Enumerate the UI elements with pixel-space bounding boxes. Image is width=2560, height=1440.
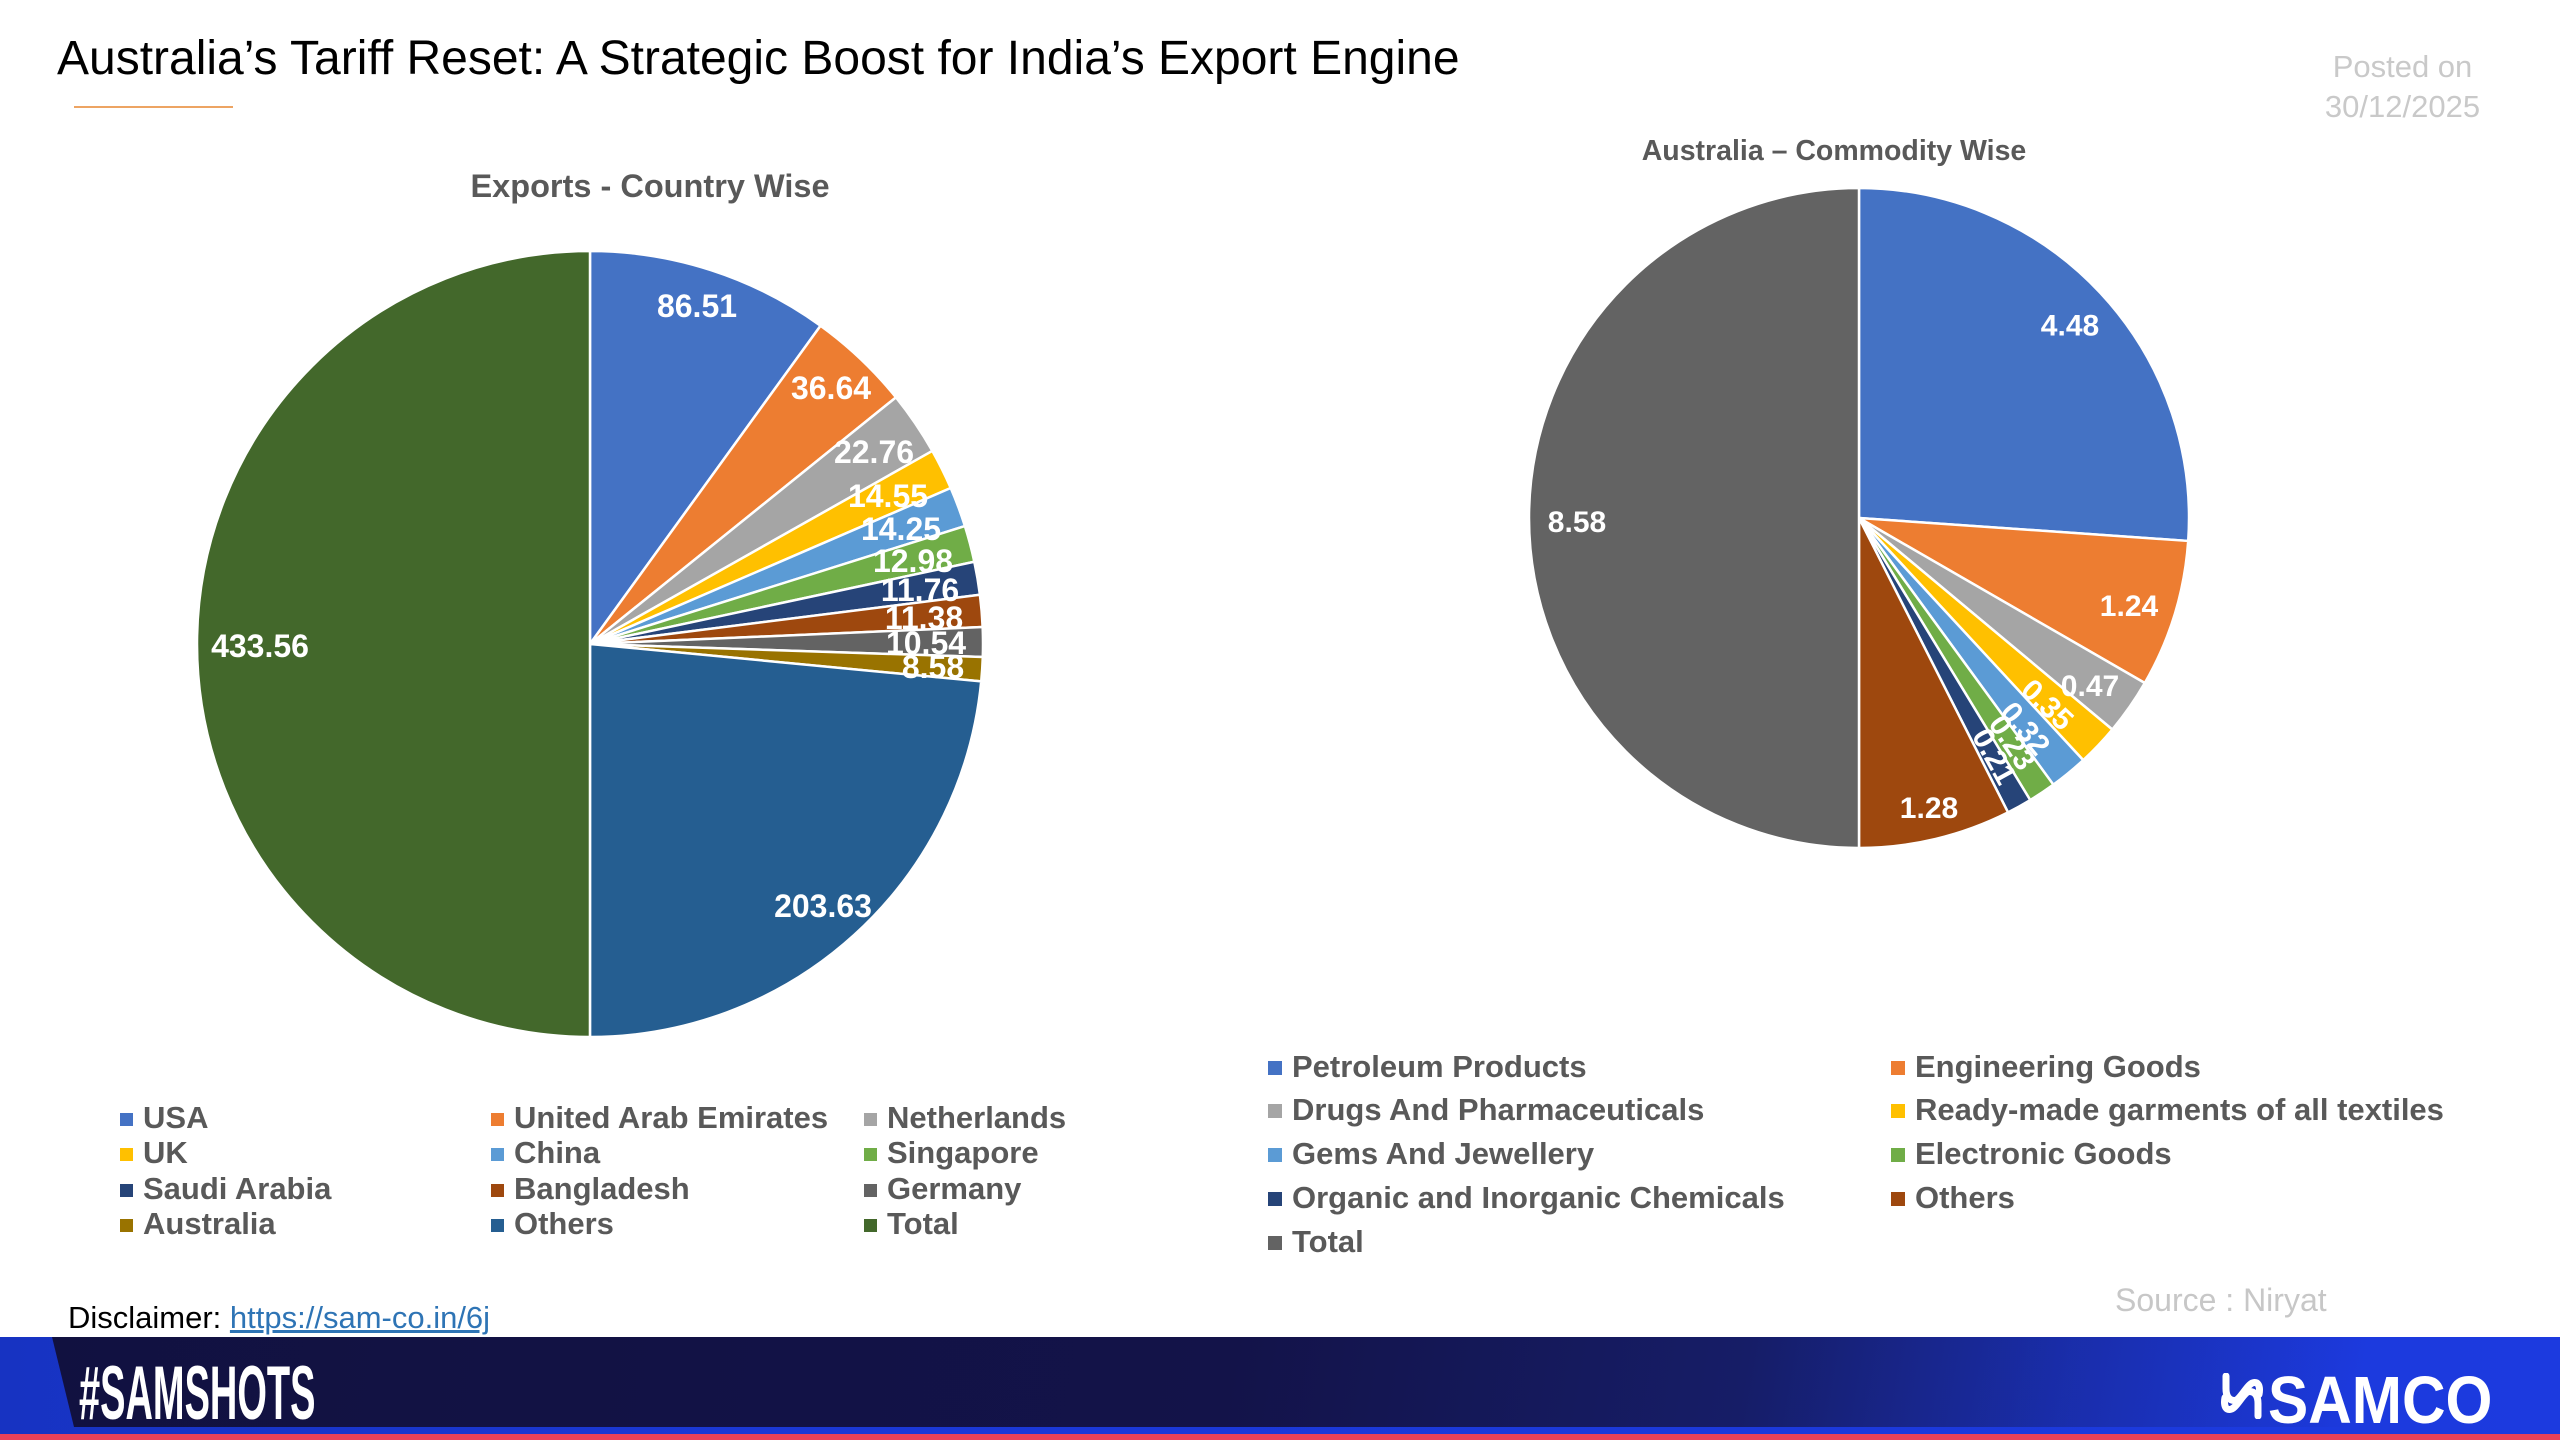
svg-text:203.63: 203.63 [774,888,872,924]
svg-text:14.25: 14.25 [861,511,941,547]
svg-text:0.47: 0.47 [2061,670,2119,703]
svg-text:8.58: 8.58 [902,649,964,685]
svg-text:433.56: 433.56 [211,628,309,664]
svg-text:11.76: 11.76 [881,572,959,608]
svg-text:36.64: 36.64 [791,370,871,406]
svg-text:11.38: 11.38 [885,600,963,636]
svg-text:1.28: 1.28 [1900,792,1958,825]
svg-text:4.48: 4.48 [2041,310,2099,343]
svg-text:8.58: 8.58 [1548,506,1606,539]
svg-text:1.24: 1.24 [2100,590,2159,623]
svg-text:14.55: 14.55 [848,478,928,514]
svg-text:86.51: 86.51 [657,288,737,324]
svg-text:12.98: 12.98 [873,543,953,579]
svg-text:10.54: 10.54 [886,625,966,661]
svg-text:22.76: 22.76 [834,434,914,470]
